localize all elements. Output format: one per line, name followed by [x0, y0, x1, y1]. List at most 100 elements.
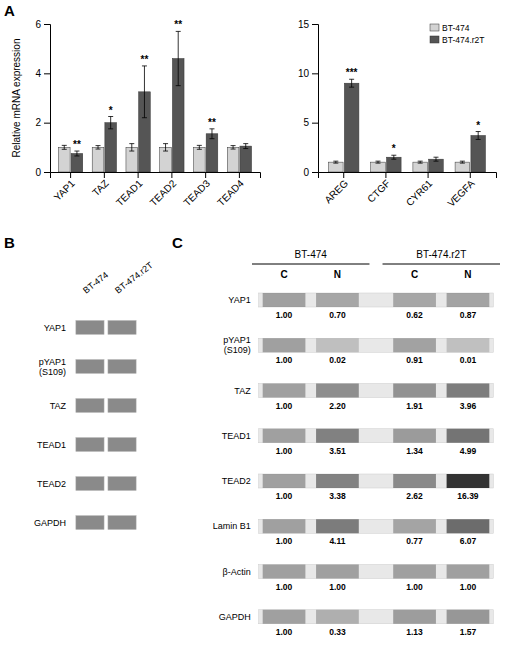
band	[76, 477, 104, 491]
x-tick: TAZ	[90, 172, 111, 198]
error-bar	[108, 117, 113, 129]
band	[393, 338, 436, 352]
lane-label: N	[334, 269, 341, 280]
data-label: 1.00	[329, 582, 346, 592]
band-background	[259, 565, 494, 579]
row-label: YAP1	[44, 323, 66, 333]
x-tick-label: YAP1	[52, 177, 78, 203]
data-label: 0.33	[329, 627, 346, 637]
error-bar	[476, 132, 481, 140]
legend-item: BT-474.r2T	[430, 35, 485, 45]
error-line	[110, 117, 111, 129]
bar	[160, 147, 172, 172]
band	[393, 384, 436, 398]
error-cap	[74, 151, 79, 152]
data-label: 1.00	[276, 401, 293, 411]
bar-chart: 0246YAP1TAZTEAD1TEAD2TEAD3TEAD4*********…	[11, 19, 261, 209]
x-tick-mark	[343, 172, 344, 178]
bar	[105, 123, 117, 172]
band-background	[259, 474, 494, 488]
y-tick-mark	[44, 172, 50, 173]
error-cap	[460, 161, 465, 162]
x-tick-mark	[70, 172, 71, 178]
error-cap	[108, 116, 113, 117]
error-cap	[176, 85, 181, 86]
bar	[344, 83, 359, 172]
error-bar	[376, 161, 381, 163]
band	[108, 477, 136, 491]
data-label: 1.00	[276, 355, 293, 365]
data-label: 0.62	[406, 310, 423, 320]
x-tick-label: TAZ	[90, 178, 111, 199]
annotation: **	[141, 54, 149, 65]
error-bar	[129, 144, 134, 151]
x-tick: CTGF	[365, 172, 392, 205]
error-bar	[243, 144, 248, 149]
lane-label: C	[411, 269, 418, 280]
data-label: 1.00	[276, 582, 293, 592]
y-tick: 4	[35, 68, 50, 79]
x-tick-mark	[470, 172, 471, 178]
band	[316, 474, 359, 488]
error-cap	[142, 65, 147, 66]
x-axis: AREGCTGFCYR61VEGFA	[319, 172, 497, 209]
panel-label: A	[4, 2, 15, 19]
error-cap	[163, 143, 168, 144]
y-tick: 0	[303, 167, 318, 178]
data-label: 1.00	[276, 536, 293, 546]
x-tick-mark	[239, 172, 240, 178]
data-label: 1.00	[276, 491, 293, 501]
data-label: 3.96	[460, 401, 477, 411]
data-label: 1.34	[406, 446, 423, 456]
bar-chart: 051015AREGCTGFCYR61VEGFA*****BT-474BT-47…	[298, 19, 497, 209]
y-tick: 10	[298, 68, 318, 79]
y-tick: 15	[298, 19, 318, 30]
legend-item: BT-474	[430, 23, 470, 33]
band	[108, 516, 136, 530]
error-bar	[391, 155, 396, 159]
band	[263, 429, 306, 443]
annotation: *	[392, 143, 396, 154]
data-label: 4.99	[460, 446, 477, 456]
error-cap	[96, 145, 101, 146]
error-cap	[197, 149, 202, 150]
bar	[387, 157, 402, 172]
annotation: **	[73, 139, 81, 150]
band	[316, 338, 359, 352]
band-background	[259, 293, 494, 307]
series	[344, 79, 485, 172]
bar	[71, 154, 83, 173]
error-bar	[231, 146, 236, 149]
error-bar	[96, 146, 101, 149]
x-tick-label: VEGFA	[445, 177, 477, 209]
bar	[413, 162, 428, 172]
x-tick: CYR61	[404, 172, 435, 208]
data-label: 16.39	[457, 491, 479, 501]
bar	[206, 134, 218, 172]
error-cap	[96, 149, 101, 150]
series	[71, 31, 251, 172]
y-tick-mark	[312, 73, 318, 74]
x-tick-label: TEAD3	[181, 177, 212, 208]
error-cap	[129, 143, 134, 144]
y-tick-label: 10	[298, 68, 310, 79]
error-line	[144, 66, 145, 118]
error-cap	[74, 155, 79, 156]
error-line	[435, 157, 436, 161]
band	[263, 293, 306, 307]
error-line	[98, 146, 99, 149]
data-label: 1.00	[276, 446, 293, 456]
error-line	[393, 155, 394, 159]
y-tick: 6	[35, 19, 50, 30]
row-label: TEAD2	[222, 476, 251, 486]
band-background	[259, 338, 494, 352]
band	[447, 293, 490, 307]
data-label: 1.00	[276, 627, 293, 637]
annotation: *	[476, 120, 480, 131]
x-tick: TEAD2	[148, 172, 179, 208]
data-label: 0.91	[406, 355, 423, 365]
row-label: TEAD2	[37, 479, 66, 489]
band	[447, 338, 490, 352]
error-bar	[142, 66, 147, 118]
figure: A0246YAP1TAZTEAD1TEAD2TEAD3TEAD4********…	[0, 0, 509, 655]
